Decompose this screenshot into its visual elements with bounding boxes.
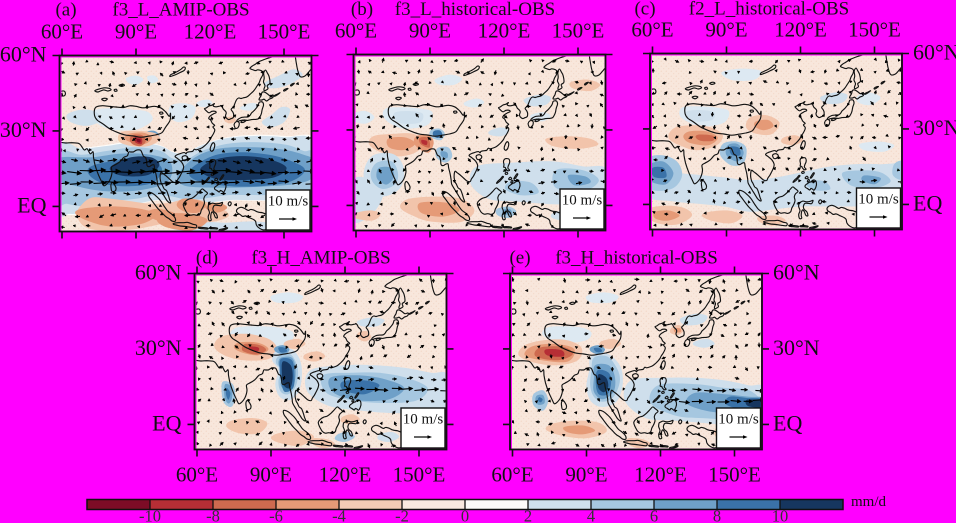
svg-text:-6: -6 (269, 507, 283, 523)
svg-text:60°E: 60°E (41, 20, 83, 44)
svg-text:2: 2 (524, 507, 532, 523)
svg-text:10 m/s: 10 m/s (268, 194, 309, 210)
svg-text:60°N: 60°N (773, 260, 820, 285)
svg-text:120°E: 120°E (774, 18, 827, 42)
svg-text:f3_L_historical-OBS: f3_L_historical-OBS (395, 0, 555, 20)
svg-text:60°N: 60°N (913, 40, 956, 65)
svg-text:10 m/s: 10 m/s (858, 192, 899, 208)
svg-text:60°E: 60°E (631, 18, 673, 42)
svg-text:30°N: 30°N (773, 335, 820, 360)
svg-text:120°E: 120°E (478, 19, 531, 43)
svg-text:60°N: 60°N (0, 42, 47, 67)
svg-text:10 m/s: 10 m/s (562, 193, 603, 209)
svg-text:90°E: 90°E (705, 18, 747, 42)
svg-text:150°E: 150°E (848, 18, 901, 42)
svg-text:60°E: 60°E (491, 463, 533, 487)
svg-text:(a): (a) (55, 0, 76, 21)
svg-text:EQ: EQ (152, 410, 181, 435)
svg-text:150°E: 150°E (258, 20, 311, 44)
svg-text:30°N: 30°N (0, 117, 47, 142)
svg-text:150°E: 150°E (552, 19, 605, 43)
svg-text:30°N: 30°N (913, 115, 956, 140)
svg-text:EQ: EQ (773, 410, 802, 435)
svg-text:0: 0 (461, 507, 469, 523)
svg-text:-2: -2 (395, 507, 409, 523)
svg-text:60°E: 60°E (176, 463, 218, 487)
svg-text:(e): (e) (509, 248, 530, 269)
svg-text:150°E: 150°E (708, 463, 761, 487)
svg-text:f3_L_AMIP-OBS: f3_L_AMIP-OBS (112, 0, 249, 21)
svg-text:-10: -10 (139, 507, 161, 523)
svg-text:120°E: 120°E (319, 463, 372, 487)
svg-text:mm/d: mm/d (851, 494, 887, 510)
svg-text:8: 8 (713, 507, 721, 523)
svg-text:60°N: 60°N (135, 260, 182, 285)
svg-text:f3_H_AMIP-OBS: f3_H_AMIP-OBS (251, 248, 390, 269)
svg-text:(b): (b) (351, 0, 373, 20)
svg-text:90°E: 90°E (565, 463, 607, 487)
svg-text:120°E: 120°E (634, 463, 687, 487)
svg-text:10 m/s: 10 m/s (718, 412, 759, 428)
svg-text:(d): (d) (196, 248, 218, 269)
svg-text:-8: -8 (206, 507, 220, 523)
svg-text:f2_L_historical-OBS: f2_L_historical-OBS (689, 0, 849, 20)
svg-text:60°E: 60°E (335, 19, 377, 43)
svg-text:-4: -4 (332, 507, 346, 523)
svg-text:10: 10 (772, 507, 789, 523)
svg-text:120°E: 120°E (184, 20, 237, 44)
svg-text:30°N: 30°N (135, 335, 182, 360)
svg-text:EQ: EQ (913, 190, 942, 215)
svg-text:4: 4 (587, 507, 595, 523)
svg-text:150°E: 150°E (393, 463, 446, 487)
svg-text:90°E: 90°E (409, 19, 451, 43)
svg-text:10 m/s: 10 m/s (403, 412, 444, 428)
svg-text:f3_H_historical-OBS: f3_H_historical-OBS (555, 248, 718, 269)
svg-text:90°E: 90°E (115, 20, 157, 44)
svg-text:EQ: EQ (17, 192, 46, 217)
svg-text:90°E: 90°E (250, 463, 292, 487)
svg-text:6: 6 (650, 507, 658, 523)
svg-text:(c): (c) (634, 0, 655, 20)
